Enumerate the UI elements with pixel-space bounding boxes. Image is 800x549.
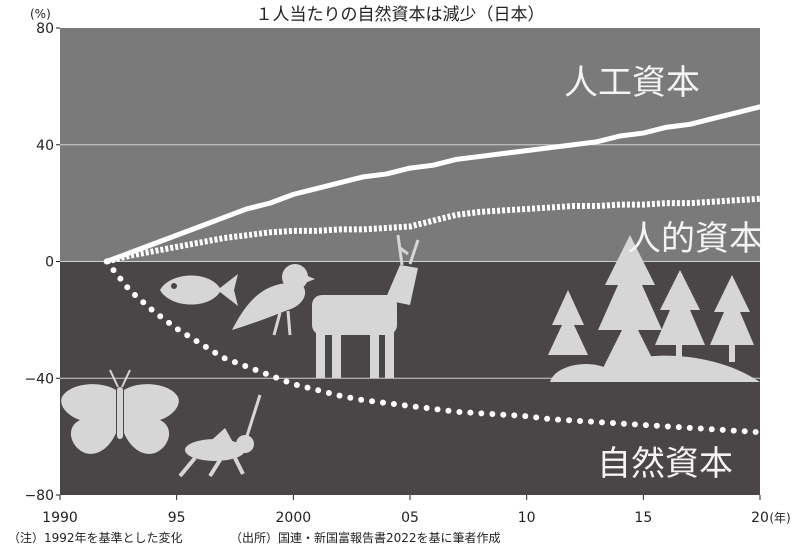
series-label: 自然資本 bbox=[597, 444, 733, 484]
deer-icon bbox=[312, 234, 420, 378]
x-tick-label: 1990 bbox=[42, 510, 78, 526]
forest-icon bbox=[548, 235, 760, 382]
fish-icon bbox=[160, 274, 238, 306]
series-label: 人工資本 bbox=[564, 63, 700, 103]
note-left: （注）1992年を基準とした変化 bbox=[8, 530, 183, 545]
series-lines bbox=[103, 104, 763, 436]
y-tick-label: −40 bbox=[24, 371, 54, 387]
y-tick-label: 0 bbox=[45, 255, 54, 271]
y-tick-label: 40 bbox=[36, 138, 54, 154]
x-tick-label: 20 bbox=[751, 510, 769, 526]
chart-title: １人当たりの自然資本は減少（日本） bbox=[256, 5, 545, 25]
series-line-solid bbox=[104, 104, 763, 264]
x-tick-label: 05 bbox=[401, 510, 419, 526]
y-tick-label: −80 bbox=[24, 488, 54, 504]
y-axis-unit: (%) bbox=[30, 7, 51, 21]
y-tick-label: 80 bbox=[36, 21, 54, 37]
x-tick-label: 2000 bbox=[276, 510, 312, 526]
series-line-dashed bbox=[105, 195, 761, 265]
x-tick-label: 95 bbox=[168, 510, 186, 526]
x-tick-label: 15 bbox=[634, 510, 652, 526]
butterfly-icon bbox=[61, 369, 179, 454]
series-label: 人的資本 bbox=[627, 219, 763, 259]
bird-icon bbox=[232, 264, 315, 336]
note-source: （出所）国連・新国富報告書2022を基に筆者作成 bbox=[230, 530, 501, 545]
axis-ticks: 80 40 0 −40 −80 1990 95 2000 05 10 15 20 bbox=[24, 21, 768, 526]
series-line-dotted bbox=[103, 258, 763, 436]
grasshopper-icon bbox=[178, 394, 262, 478]
x-axis-unit: (年) bbox=[769, 511, 790, 525]
x-tick-label: 10 bbox=[518, 510, 536, 526]
